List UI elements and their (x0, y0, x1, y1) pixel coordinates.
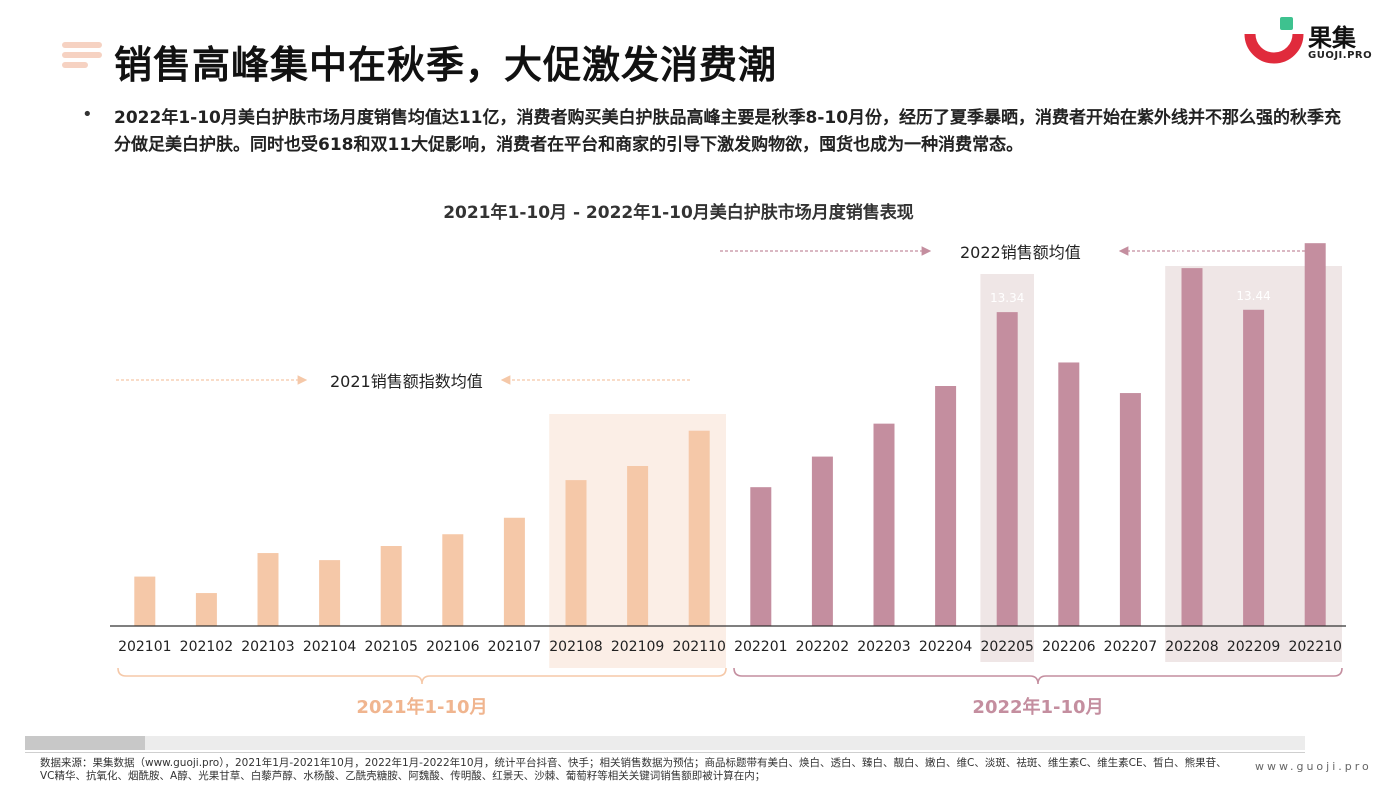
bar-chart: 2021销售额指数均值 2022销售额均值 13.34 15.21 13.44 16.27… (110, 222, 1346, 718)
footer-divider (25, 752, 1305, 753)
tick-label-202101: 202101 (118, 639, 171, 655)
data-label-202209: 13.44 (1236, 289, 1270, 303)
bar-202204 (935, 386, 957, 626)
bar-202207 (1119, 393, 1141, 626)
group-label-2: 2022年1-10月 (972, 696, 1103, 718)
page-title: 销售高峰集中在秋季，大促激发消费潮 (114, 43, 778, 87)
bar-202201 (750, 487, 772, 626)
tick-label-202102: 202102 (180, 639, 233, 655)
bar-202102 (195, 593, 217, 626)
bar-202103 (257, 553, 279, 626)
tick-label-202203: 202203 (857, 639, 910, 655)
tick-label-202204: 202204 (919, 639, 973, 655)
logo-sub: GUOJI.PRO (1308, 50, 1373, 61)
tick-label-202206: 202206 (1042, 639, 1096, 655)
tick-label-202110: 202110 (672, 639, 725, 655)
bar-202110 (688, 430, 710, 626)
tick-label-202210: 202210 (1288, 639, 1341, 655)
tick-label-202103: 202103 (241, 639, 294, 655)
header-decoration (62, 42, 104, 70)
bar-202202 (811, 456, 833, 626)
bar-202101 (134, 576, 156, 626)
tick-label-202107: 202107 (488, 639, 541, 655)
source-note: 数据来源：果集数据（www.guoji.pro），2021年1月-2021年10… (40, 757, 1227, 782)
brand-logo: 果集 GUOJI.PRO (1244, 14, 1384, 66)
tick-label-202201: 202201 (734, 639, 787, 655)
tick-label-202207: 202207 (1104, 639, 1157, 655)
tick-label-202109: 202109 (611, 639, 664, 655)
data-label-202205: 13.34 (990, 291, 1024, 305)
bar-202206 (1058, 362, 1080, 626)
data-label-202210: 16.27 (1298, 222, 1332, 236)
tick-label-202209: 202209 (1227, 639, 1280, 655)
bar-202109 (627, 466, 649, 626)
bar-202210 (1304, 243, 1326, 627)
summary-paragraph: 2022年1-10月美白护肤市场月度销售均值达11亿，消费者购买美白护肤品高峰主… (114, 108, 1342, 155)
logo-name: 果集 (1308, 24, 1356, 52)
tick-label-202105: 202105 (364, 639, 417, 655)
group-label-1: 2021年1-10月 (356, 696, 487, 718)
bar-202104 (319, 560, 341, 626)
tick-label-202108: 202108 (549, 639, 602, 655)
bar-202208 (1181, 268, 1203, 626)
tick-label-202104: 202104 (303, 639, 357, 655)
tick-label-202208: 202208 (1165, 639, 1218, 655)
bar-202106 (442, 534, 464, 626)
avg-2022-label: 2022销售额均值 (960, 243, 1081, 262)
bar-202205 (996, 312, 1018, 626)
bar-202108 (565, 480, 587, 626)
site-url: www.guoji.pro (1255, 760, 1372, 773)
tick-label-202202: 202202 (796, 639, 849, 655)
bullet-dot: • (82, 104, 93, 125)
tick-label-202205: 202205 (980, 639, 1033, 655)
bar-202107 (503, 517, 525, 626)
chart-title: 2021年1-10月 - 2022年1-10月美白护肤市场月度销售表现 (443, 203, 914, 223)
bar-202209 (1243, 309, 1265, 626)
footer-progress (25, 736, 1305, 750)
logo-icon (1244, 17, 1304, 64)
avg-2021-label: 2021销售额指数均值 (330, 372, 483, 391)
data-label-202208: 15.21 (1175, 247, 1209, 261)
tick-label-202106: 202106 (426, 639, 480, 655)
group-bracket-2 (733, 667, 1343, 685)
group-bracket-1 (117, 667, 727, 685)
bar-202203 (873, 423, 895, 626)
bar-202105 (380, 546, 402, 626)
